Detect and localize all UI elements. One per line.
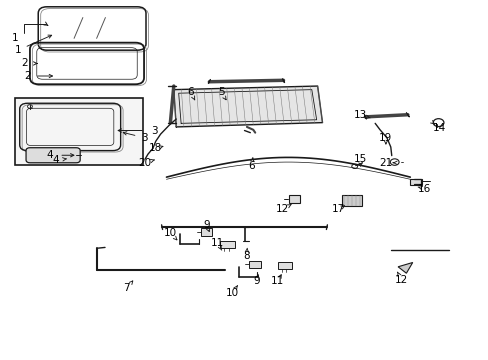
Text: 20: 20 [138,158,151,168]
Polygon shape [173,86,322,127]
Bar [341,195,361,206]
Text: 11: 11 [270,276,284,286]
Text: 10: 10 [225,288,238,298]
Text: 9: 9 [203,220,209,230]
Text: 15: 15 [353,154,366,164]
Text: 7: 7 [123,283,129,293]
Text: 4: 4 [47,150,53,160]
Text: 21: 21 [379,158,392,168]
Text: 14: 14 [432,123,445,133]
Text: 1: 1 [12,33,19,43]
Bar [249,261,261,268]
Text: 6: 6 [187,87,194,97]
Bar [220,241,234,248]
Text: 2: 2 [21,58,27,68]
Bar [15,98,143,165]
Text: 5: 5 [217,87,224,97]
Bar [409,179,422,185]
Text: 1: 1 [15,45,21,55]
Text: 12: 12 [275,204,288,215]
Text: 13: 13 [353,111,366,121]
Text: 11: 11 [211,238,224,248]
Bar [289,195,300,203]
Text: 12: 12 [394,275,407,285]
Polygon shape [397,262,412,273]
FancyBboxPatch shape [26,148,80,163]
Text: 16: 16 [417,184,430,194]
Bar [277,262,292,269]
Text: 3: 3 [151,126,157,135]
Text: 3: 3 [141,133,147,143]
Text: 17: 17 [331,204,344,215]
Text: 6: 6 [247,161,254,171]
Text: 9: 9 [252,276,259,286]
Text: 4: 4 [52,155,59,165]
Text: 10: 10 [163,228,177,238]
Text: 2: 2 [24,71,31,81]
Text: 8: 8 [243,251,249,261]
Text: 18: 18 [149,143,162,153]
Text: 19: 19 [379,133,392,143]
Bar [200,228,212,235]
